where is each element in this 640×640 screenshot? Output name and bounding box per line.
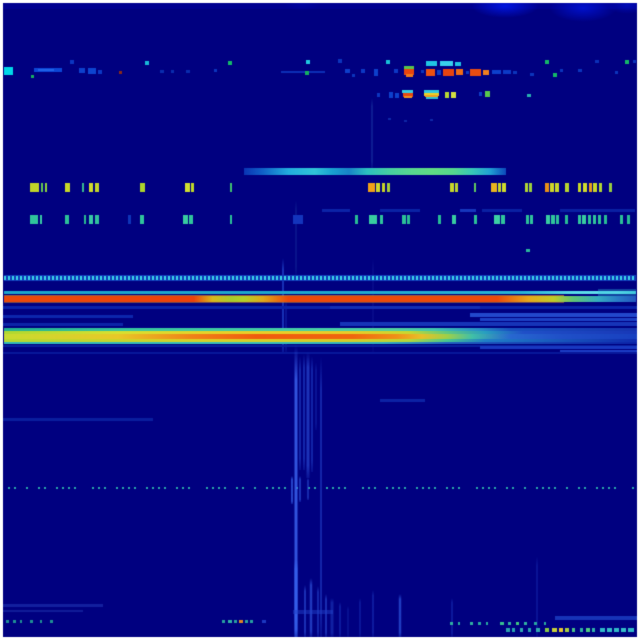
- spectrogram: [0, 0, 640, 640]
- spectrogram-canvas: [0, 0, 640, 640]
